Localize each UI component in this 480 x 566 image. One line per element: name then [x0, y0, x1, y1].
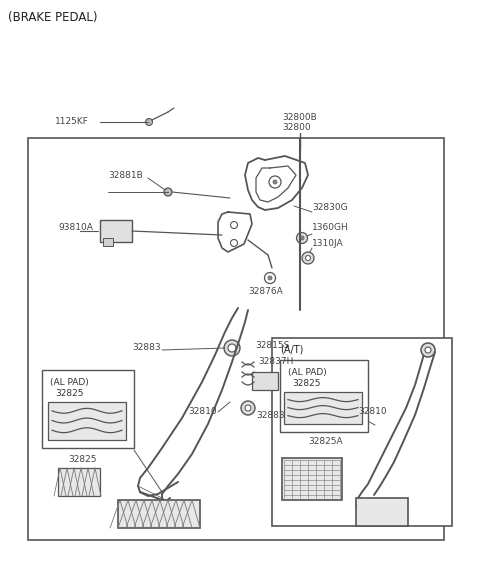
Text: 32830G: 32830G	[312, 204, 348, 212]
Bar	[48, 402, 126, 440]
Text: 32876A: 32876A	[248, 288, 283, 297]
Text: 93810A: 93810A	[58, 224, 93, 233]
Bar	[282, 458, 342, 500]
Circle shape	[228, 344, 236, 352]
Bar	[103, 238, 113, 246]
Circle shape	[300, 236, 304, 240]
Circle shape	[425, 347, 431, 353]
Text: 32800: 32800	[282, 123, 311, 132]
Text: 32881B: 32881B	[108, 170, 143, 179]
Circle shape	[268, 276, 272, 280]
Text: 32800B: 32800B	[282, 113, 317, 122]
Circle shape	[241, 401, 255, 415]
Circle shape	[224, 340, 240, 356]
Circle shape	[305, 255, 311, 260]
Text: 32825A: 32825A	[308, 438, 343, 447]
Bar	[28, 138, 444, 540]
Bar	[280, 360, 368, 432]
Circle shape	[258, 374, 272, 388]
Text: 32883: 32883	[256, 411, 285, 421]
Text: 32815S: 32815S	[255, 341, 289, 350]
Bar	[252, 372, 278, 390]
Circle shape	[245, 405, 251, 411]
Circle shape	[297, 233, 308, 243]
Bar	[100, 220, 132, 242]
Text: 1360GH: 1360GH	[312, 224, 349, 233]
Text: (A/T): (A/T)	[280, 345, 303, 355]
Text: 32825: 32825	[55, 389, 84, 398]
Circle shape	[421, 343, 435, 357]
Text: (BRAKE PEDAL): (BRAKE PEDAL)	[8, 11, 97, 24]
Text: 32837H: 32837H	[258, 358, 293, 367]
Text: 1125KF: 1125KF	[55, 118, 89, 126]
Circle shape	[269, 176, 281, 188]
Text: (AL PAD): (AL PAD)	[50, 378, 89, 387]
Bar	[272, 338, 452, 526]
Bar	[356, 498, 408, 526]
Circle shape	[164, 188, 172, 196]
Text: (AL PAD): (AL PAD)	[288, 367, 327, 376]
Text: 32825: 32825	[292, 379, 321, 388]
Circle shape	[230, 239, 238, 247]
Circle shape	[273, 180, 277, 184]
Text: 32810: 32810	[358, 408, 386, 417]
Text: 32883: 32883	[132, 344, 161, 353]
Bar	[42, 370, 134, 448]
Bar	[118, 500, 200, 528]
Text: 1310JA: 1310JA	[312, 239, 344, 248]
Text: 32810: 32810	[188, 408, 216, 417]
Circle shape	[264, 272, 276, 284]
Circle shape	[230, 221, 238, 229]
Bar	[58, 468, 100, 496]
Circle shape	[145, 118, 153, 126]
Bar	[284, 392, 362, 424]
Circle shape	[302, 252, 314, 264]
Text: 32825: 32825	[68, 456, 96, 465]
